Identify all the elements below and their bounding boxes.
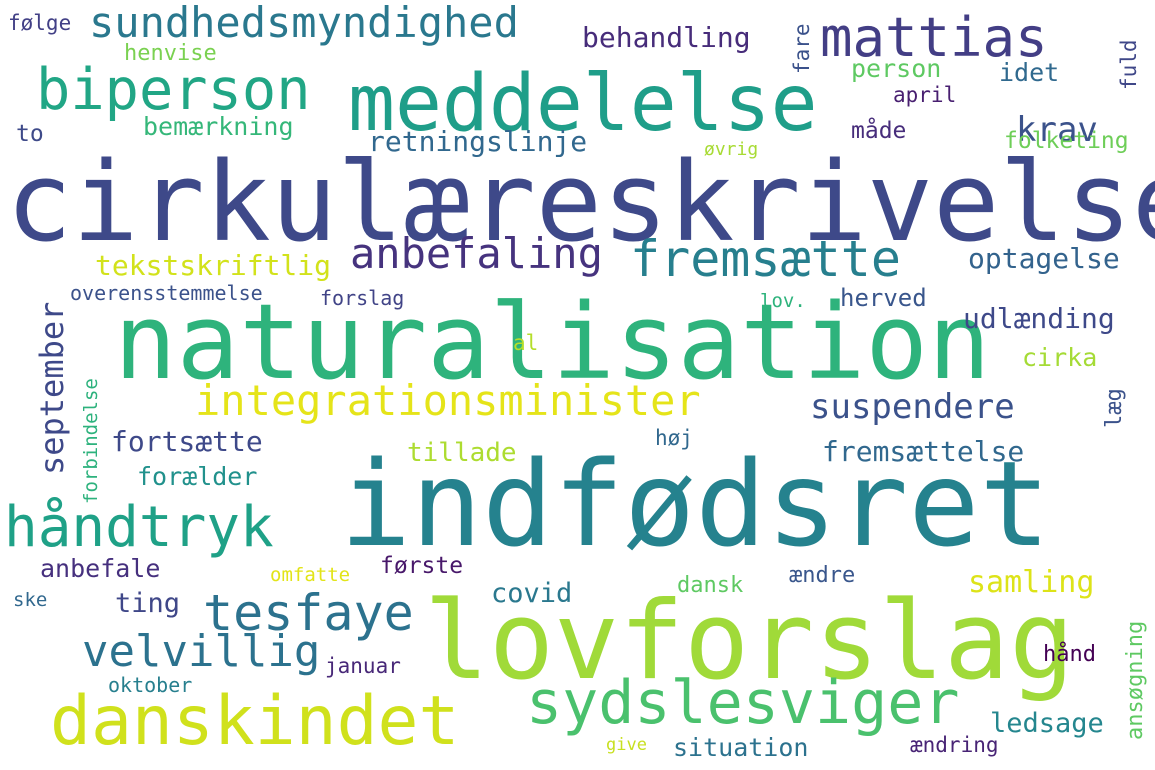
word-april: april <box>893 83 957 107</box>
word-behandling: behandling <box>582 21 751 54</box>
word-meddelelse: meddelelse <box>348 59 818 149</box>
word-forste: første <box>380 553 464 579</box>
word-forslag: forslag <box>320 286 405 310</box>
word-oktober: oktober <box>108 673 193 697</box>
word-give: give <box>606 735 647 755</box>
word-sydslesviger: sydslesviger <box>526 668 960 738</box>
word-integrationsminister: integrationsminister <box>195 376 701 425</box>
word-person: person <box>851 54 942 83</box>
word-ting: ting <box>115 588 181 619</box>
word-foraelder: forælder <box>137 462 258 491</box>
word-lov: lov. <box>760 290 806 312</box>
word-tekstskriftlig: tekstskriftlig <box>95 249 332 282</box>
word-overensstemmelse: overensstemmelse <box>70 281 263 305</box>
word-folketing: folketing <box>1004 128 1129 154</box>
word-henvise: henvise <box>124 41 217 66</box>
word-ledsage: ledsage <box>990 708 1104 739</box>
word-ansogning: ansøgning <box>1123 620 1148 740</box>
word-naturalisation: naturalisation <box>114 281 991 403</box>
word-fortsaette: fortsætte <box>111 425 263 458</box>
word-optagelse: optagelse <box>968 242 1120 275</box>
word-sundhedsmyndighed: sundhedsmyndighed <box>89 0 519 47</box>
word-idet: idet <box>999 58 1060 87</box>
word-to: to <box>16 121 44 147</box>
word-handtryk: håndtryk <box>4 495 274 560</box>
word-krav: krav <box>1016 110 1098 150</box>
word-mattias: mattias <box>820 6 1048 69</box>
word-herved: herved <box>840 284 927 312</box>
word-situation: situation <box>673 733 809 762</box>
word-anbefale: anbefale <box>40 554 161 583</box>
word-folge: følge <box>8 11 72 35</box>
word-udlaending: udlænding <box>963 302 1115 335</box>
word-suspendere: suspendere <box>810 387 1015 427</box>
word-tesfaye: tesfaye <box>203 584 414 642</box>
word-made: måde <box>851 118 907 144</box>
word-dansk: dansk <box>677 573 744 598</box>
word-retningslinje: retningslinje <box>368 125 588 158</box>
word-al: al <box>513 331 539 355</box>
word-cirkulaereskrivelse: cirkulæreskrivelse <box>6 138 1155 266</box>
word-danskindet: danskindet <box>50 682 460 761</box>
word-aendre: ændre <box>789 563 856 588</box>
word-cirka: cirka <box>1022 343 1098 372</box>
word-indfodsret: indfødsret <box>340 435 1051 573</box>
word-ske: ske <box>13 589 48 611</box>
word-fare: fare <box>790 23 814 74</box>
word-hand: hånd <box>1043 642 1096 667</box>
word-samling: samling <box>968 565 1095 600</box>
word-velvillig: velvillig <box>82 626 321 677</box>
word-fuld: fuld <box>1117 39 1141 90</box>
word-fremsaette: fremsætte <box>630 230 901 288</box>
word-ovrig: øvrig <box>704 139 759 160</box>
word-aendring: ændring <box>910 733 999 757</box>
word-omfatte: omfatte <box>270 564 351 586</box>
word-anbefaling: anbefaling <box>350 229 603 278</box>
word-fremsaettelse: fremsættelse <box>822 435 1025 468</box>
word-hoj: høj <box>655 426 693 450</box>
word-bemaerkning: bemærkning <box>143 112 294 141</box>
word-forbindelse: forbindelse <box>80 378 102 504</box>
word-lovforslag: lovforslag <box>424 579 1075 704</box>
word-biperson: biperson <box>36 57 311 123</box>
word-tillade: tillade <box>407 438 517 468</box>
word-laeg: læg <box>1102 388 1127 428</box>
word-januar: januar <box>325 654 401 678</box>
word-covid: covid <box>491 578 573 609</box>
word-september: september <box>33 301 71 475</box>
